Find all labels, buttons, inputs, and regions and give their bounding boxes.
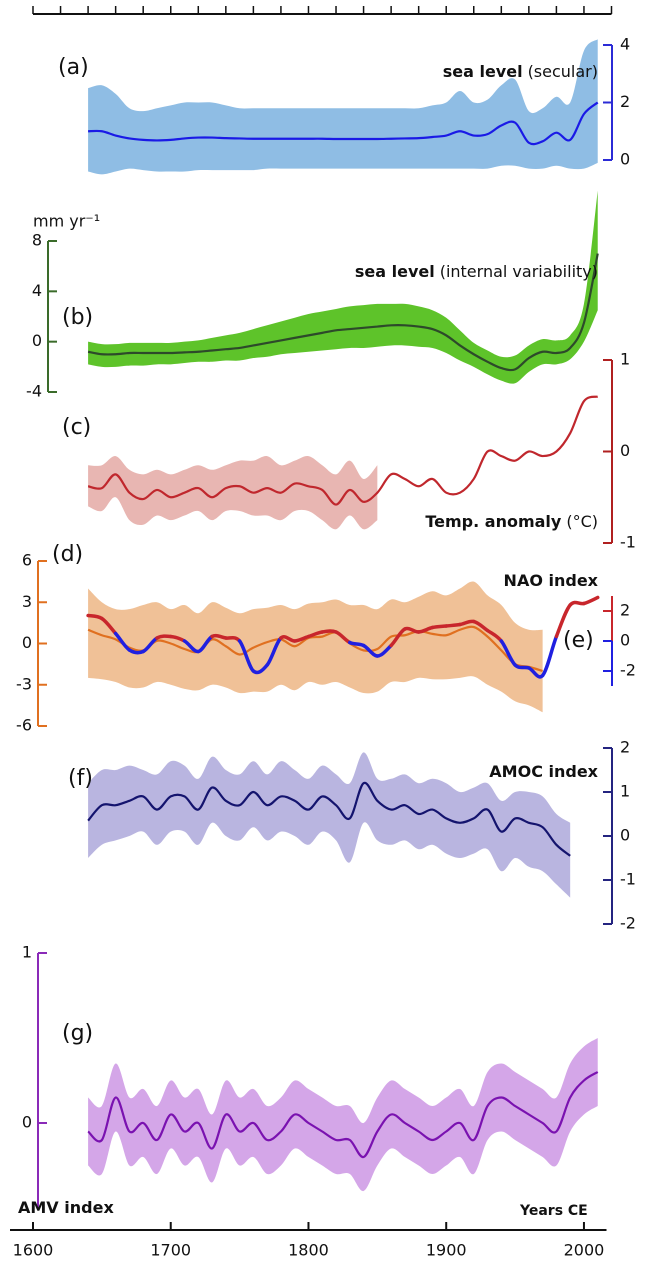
uncertainty-band xyxy=(88,39,598,175)
y-tick-label: 2 xyxy=(620,92,630,111)
line-segment xyxy=(265,636,283,667)
y-axis-label: mm yr⁻¹ xyxy=(33,212,100,231)
y-tick-label: -4 xyxy=(26,382,42,401)
x-tick-label: 2000 xyxy=(564,1241,605,1260)
uncertainty-band xyxy=(88,752,571,898)
y-tick-label: 2 xyxy=(620,601,630,620)
line-segment xyxy=(251,663,269,675)
panel-title: AMOC index xyxy=(489,762,598,781)
y-tick-label: -1 xyxy=(620,533,636,552)
line-segment xyxy=(430,624,448,630)
line-segment xyxy=(582,595,600,606)
line-segment xyxy=(100,616,118,636)
y-tick-label: 2 xyxy=(620,738,630,757)
y-tick-label: 1 xyxy=(620,350,630,369)
panel-title: sea level (internal variability) xyxy=(355,262,598,281)
panel-label: (g) xyxy=(62,1021,93,1046)
line-segment xyxy=(210,633,228,640)
x-tick-label: 1600 xyxy=(13,1241,54,1260)
series-line xyxy=(87,1071,599,1159)
panel-title: Temp. anomaly (°C) xyxy=(425,512,598,531)
y-tick-label: 0 xyxy=(620,150,630,169)
y-tick-label: -1 xyxy=(620,870,636,889)
series-line xyxy=(87,253,599,372)
uncertainty-band xyxy=(88,581,543,713)
y-tick-label: 8 xyxy=(32,231,42,250)
y-tick-label: 4 xyxy=(32,281,42,300)
y-tick-label: 1 xyxy=(620,782,630,801)
y-tick-label: -3 xyxy=(16,674,32,693)
y-tick-label: 1 xyxy=(22,943,32,962)
title-bold: AMV index xyxy=(18,1198,114,1217)
title-rest: (°C) xyxy=(566,512,598,531)
panel: -6 -3 0 3 6 (d) NAO index xyxy=(16,542,599,735)
series-line xyxy=(87,395,599,506)
x-tick-label: 1900 xyxy=(426,1241,467,1260)
panel-label: (b) xyxy=(62,305,93,330)
panel: 0 2 4 (a) sea level (secular) xyxy=(58,35,630,175)
line-segment xyxy=(444,622,462,628)
series-line xyxy=(88,101,599,146)
x-tick-label: 1800 xyxy=(288,1241,329,1260)
panel: -1 0 1 (c) Temp. anomaly (°C) xyxy=(62,350,636,552)
uncertainty-band xyxy=(88,455,378,530)
series-line xyxy=(87,781,571,857)
uncertainty-band xyxy=(88,190,598,384)
line-segment xyxy=(155,634,173,640)
title-rest: (internal variability) xyxy=(440,262,598,281)
panel: -4 0 4 8 (b) sea level (internal variability) m… xyxy=(26,190,599,401)
panel-label: (f) xyxy=(68,766,93,791)
line-segment xyxy=(568,600,586,607)
y-tick-label: -6 xyxy=(16,716,32,735)
panel: -2 0 2 (e) xyxy=(86,595,636,686)
x-axis-label: Years CE xyxy=(519,1203,588,1219)
panel-title: AMV index xyxy=(18,1198,114,1217)
y-tick-label: 0 xyxy=(22,1113,32,1132)
y-tick-label: 0 xyxy=(620,826,630,845)
title-bold: sea level xyxy=(355,262,435,281)
y-tick-label: -2 xyxy=(620,661,636,680)
panel-label: (c) xyxy=(62,415,91,440)
y-tick-label: 0 xyxy=(620,631,630,650)
title-bold: NAO index xyxy=(504,571,599,590)
y-tick-label: 4 xyxy=(620,35,630,54)
line-segment xyxy=(237,639,256,673)
line-segment xyxy=(485,628,504,643)
x-tick-label: 1700 xyxy=(150,1241,191,1260)
panel-label: (a) xyxy=(58,55,89,80)
title-bold: Temp. anomaly xyxy=(425,512,562,531)
line-segment xyxy=(499,639,517,667)
line-segment xyxy=(540,634,559,678)
panel-title: sea level (secular) xyxy=(443,62,598,81)
panel-label: (d) xyxy=(52,542,83,567)
line-segment xyxy=(554,603,572,639)
y-tick-label: 0 xyxy=(620,441,630,460)
y-tick-label: 0 xyxy=(32,331,42,350)
y-tick-label: 6 xyxy=(22,551,32,570)
panel: 0 1 (g) AMV index xyxy=(18,943,599,1217)
y-tick-label: 3 xyxy=(22,592,32,611)
line-segment xyxy=(320,629,338,634)
y-tick-label: 0 xyxy=(22,633,32,652)
title-rest: (secular) xyxy=(528,62,598,81)
series-line xyxy=(87,625,543,673)
uncertainty-band xyxy=(88,1038,598,1192)
panel: -2 -1 0 1 2 (f) AMOC index xyxy=(68,738,636,933)
title-bold: sea level xyxy=(443,62,523,81)
panel-title: NAO index xyxy=(504,571,599,590)
panel-label: (e) xyxy=(563,628,594,653)
title-bold: AMOC index xyxy=(489,762,598,781)
y-tick-label: -2 xyxy=(620,914,636,933)
